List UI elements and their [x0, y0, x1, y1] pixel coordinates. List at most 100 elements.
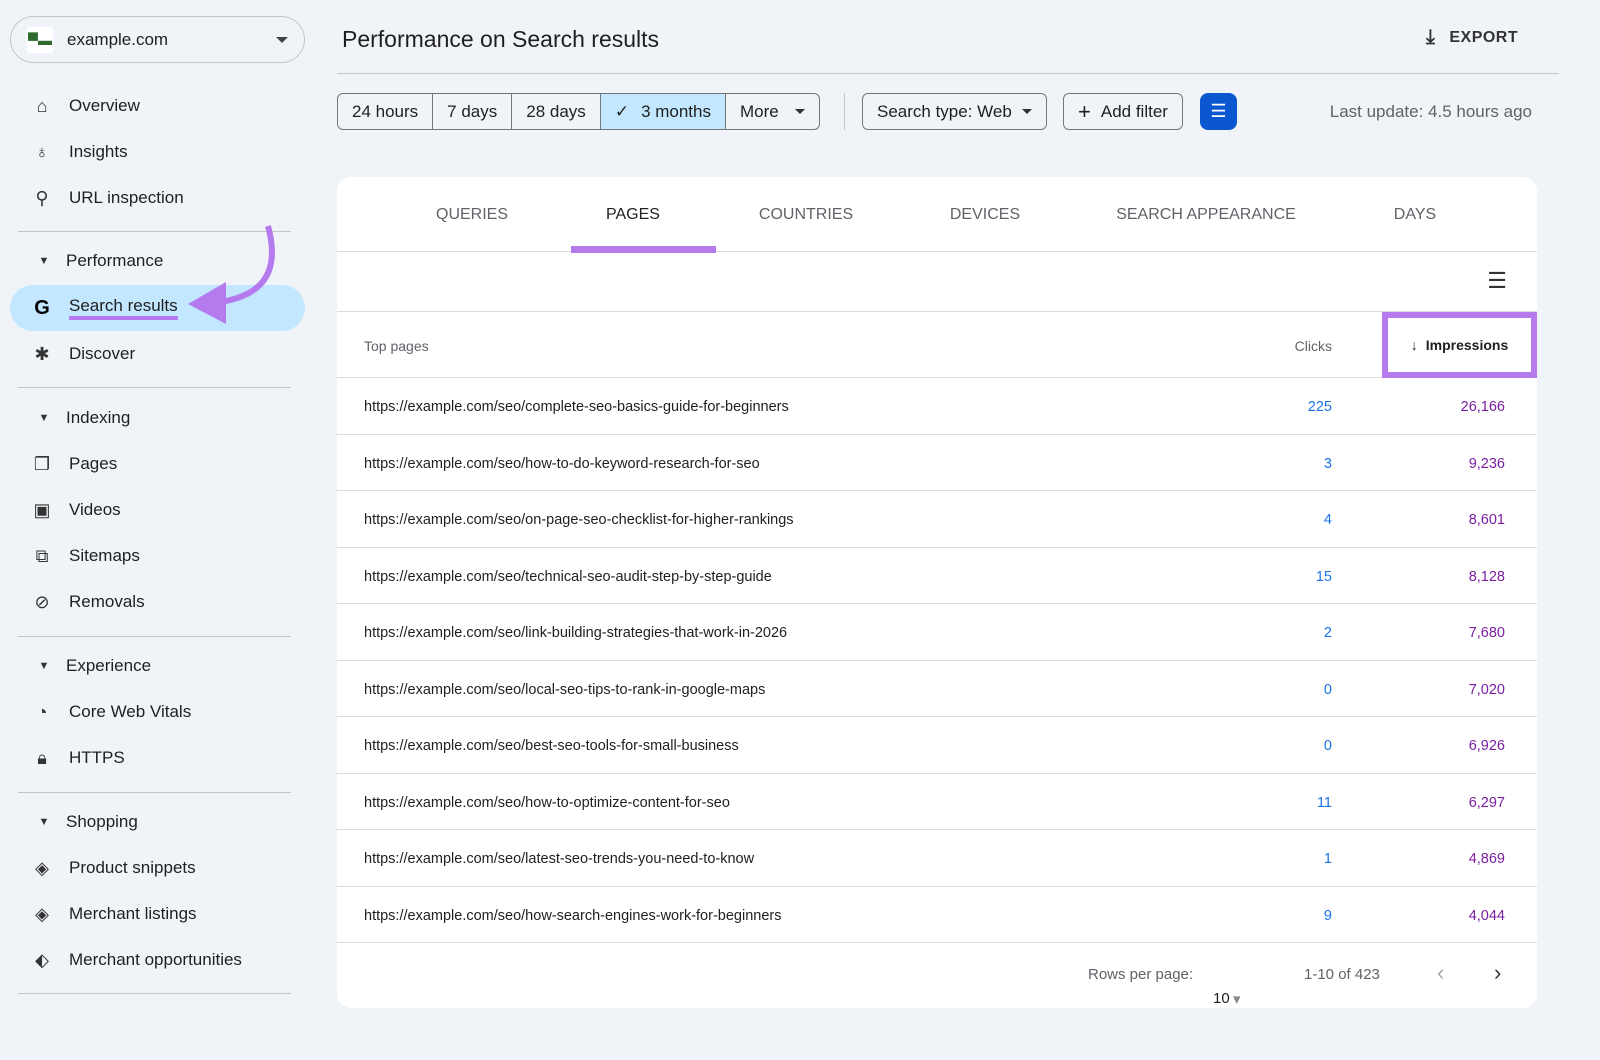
home-icon: ⌂: [36, 95, 48, 116]
last-update: Last update: 4.5 hours ago: [1329, 102, 1532, 121]
page-title: Performance on Search results: [342, 26, 660, 52]
tab-countries[interactable]: COUNTRIES: [758, 205, 854, 223]
sidebar-item-videos[interactable]: ▣ Videos: [10, 487, 305, 533]
sitemap-icon: ⧉: [35, 545, 49, 566]
table-row[interactable]: https://example.com/seo/technical-seo-au…: [337, 548, 1537, 604]
page-url[interactable]: https://example.com/seo/technical-seo-au…: [364, 568, 772, 585]
sidebar-item-search-results[interactable]: G Search results: [10, 285, 305, 331]
table-row[interactable]: https://example.com/seo/complete-seo-bas…: [337, 378, 1537, 435]
caret-down-icon: ▼: [38, 412, 50, 424]
sidebar-item-pages[interactable]: ❐ Pages: [10, 441, 305, 487]
tab-search-appearance[interactable]: SEARCH APPEARANCE: [1116, 205, 1296, 223]
sidebar-item-insights[interactable]: ♁ Insights: [10, 129, 305, 175]
divider: [844, 93, 845, 130]
range-7-days[interactable]: 7 days: [433, 94, 513, 129]
section-label: Indexing: [66, 408, 131, 427]
nav-label: Removals: [69, 592, 145, 611]
search-type-dropdown[interactable]: Search type: Web: [862, 93, 1047, 130]
sidebar-item-core-web-vitals[interactable]: ◔ Core Web Vitals: [10, 689, 305, 735]
page-url[interactable]: https://example.com/seo/complete-seo-bas…: [364, 399, 789, 415]
caret-down-icon: ▼: [38, 816, 50, 828]
header-divider: [337, 73, 1559, 74]
property-name: example.com: [67, 29, 169, 49]
nav-label: Insights: [69, 142, 128, 161]
range-3-months[interactable]: ✓ 3 months: [600, 94, 726, 129]
sidebar-item-product-snippets[interactable]: ◈ Product snippets: [10, 845, 305, 891]
filter-icon[interactable]: ☰: [1487, 268, 1507, 293]
nav-label: Merchant listings: [69, 904, 197, 923]
section-performance[interactable]: ▼ Performance: [10, 238, 305, 284]
tab-pages[interactable]: PAGES: [606, 205, 660, 223]
section-shopping[interactable]: ▼ Shopping: [10, 799, 305, 845]
range-more[interactable]: More: [726, 94, 819, 129]
section-label: Performance: [66, 251, 164, 270]
caret-down-icon: ▼: [38, 660, 50, 672]
clicks-value: 1: [1323, 851, 1332, 867]
page-url[interactable]: https://example.com/seo/best-seo-tools-f…: [364, 738, 739, 754]
col-impressions[interactable]: ↓ Impressions: [1382, 312, 1537, 378]
range-label: More: [740, 101, 779, 121]
section-indexing[interactable]: ▼ Indexing: [10, 395, 305, 441]
sidebar-item-url-inspection[interactable]: ⚲ URL inspection: [10, 175, 305, 221]
pages-icon: ❐: [33, 453, 51, 474]
page-url[interactable]: https://example.com/seo/local-seo-tips-t…: [364, 681, 766, 698]
tab-devices[interactable]: DEVICES: [949, 205, 1021, 223]
lock-icon: 🔒︎: [37, 747, 47, 768]
table-header: Top pages Clicks ↓ Impressions: [337, 312, 1537, 378]
table-row[interactable]: https://example.com/seo/how-search-engin…: [337, 887, 1537, 943]
nav-label: Search results: [69, 296, 178, 320]
sidebar-item-overview[interactable]: ⌂ Overview: [10, 83, 305, 129]
add-filter-button[interactable]: + Add filter: [1063, 93, 1183, 130]
range-24-hours[interactable]: 24 hours: [338, 94, 434, 129]
col-clicks[interactable]: Clicks: [1294, 338, 1332, 354]
layers-icon: ◈: [35, 857, 49, 878]
export-button[interactable]: ⤓ EXPORT: [1426, 26, 1518, 49]
section-experience[interactable]: ▼ Experience: [10, 643, 305, 689]
impressions-value: 6,926: [1468, 738, 1505, 754]
nav-label: Core Web Vitals: [69, 702, 192, 721]
section-label: Shopping: [66, 812, 138, 831]
ai-filter-icon[interactable]: ☰: [1200, 93, 1237, 130]
nav-label: Overview: [69, 96, 140, 115]
table-row[interactable]: https://example.com/seo/best-seo-tools-f…: [337, 717, 1537, 774]
sidebar-item-sitemaps[interactable]: ⧉ Sitemaps: [10, 533, 305, 579]
sidebar-item-merchant-opportunities[interactable]: ⬖ Merchant opportunities: [10, 937, 305, 983]
nav-label: Videos: [69, 500, 121, 519]
prev-page-icon[interactable]: ‹: [1437, 960, 1445, 985]
page-url[interactable]: https://example.com/seo/latest-seo-trend…: [364, 851, 755, 867]
tab-bar: QUERIES PAGES COUNTRIES DEVICES SEARCH A…: [337, 177, 1537, 253]
page-url[interactable]: https://example.com/seo/how-to-optimize-…: [364, 794, 730, 811]
range-28-days[interactable]: 28 days: [512, 94, 601, 129]
sidebar-item-merchant-listings[interactable]: ◈ Merchant listings: [10, 891, 305, 937]
table-row[interactable]: https://example.com/seo/local-seo-tips-t…: [337, 661, 1537, 717]
table-row[interactable]: https://example.com/seo/how-to-optimize-…: [337, 774, 1537, 830]
export-label: EXPORT: [1449, 28, 1519, 46]
download-icon: ⤓: [1426, 26, 1436, 48]
next-page-icon[interactable]: ›: [1494, 960, 1502, 985]
page-url[interactable]: https://example.com/seo/link-building-st…: [364, 625, 788, 641]
sidebar-item-removals[interactable]: ⊘ Removals: [10, 579, 305, 625]
table-row[interactable]: https://example.com/seo/latest-seo-trend…: [337, 830, 1537, 887]
page-url[interactable]: https://example.com/seo/how-to-do-keywor…: [364, 455, 760, 472]
search-icon: ⚲: [35, 187, 49, 208]
table-row[interactable]: https://example.com/seo/link-building-st…: [337, 604, 1537, 661]
property-selector[interactable]: ▀▬ example.com: [10, 16, 305, 63]
table-filter-row: ☰: [337, 252, 1537, 312]
page-url[interactable]: https://example.com/seo/how-search-engin…: [364, 907, 782, 924]
report-card: QUERIES PAGES COUNTRIES DEVICES SEARCH A…: [337, 177, 1537, 1008]
impressions-value: 26,166: [1460, 399, 1505, 415]
nav-label: Discover: [69, 344, 136, 363]
page-url[interactable]: https://example.com/seo/on-page-seo-chec…: [364, 512, 794, 528]
rows-value: 10: [1213, 990, 1230, 1007]
divider: [18, 231, 291, 232]
tab-queries[interactable]: QUERIES: [435, 205, 509, 223]
search-type-label: Search type: Web: [877, 101, 1012, 121]
page-range: 1-10 of 423: [1304, 966, 1380, 983]
tab-days[interactable]: DAYS: [1393, 205, 1437, 223]
clicks-value: 4: [1323, 512, 1332, 528]
caret-down-icon: ▼: [38, 255, 50, 267]
table-row[interactable]: https://example.com/seo/on-page-seo-chec…: [337, 491, 1537, 548]
sidebar-item-discover[interactable]: ✱ Discover: [10, 331, 305, 377]
sidebar-item-https[interactable]: 🔒︎ HTTPS: [10, 735, 305, 781]
table-row[interactable]: https://example.com/seo/how-to-do-keywor…: [337, 435, 1537, 491]
